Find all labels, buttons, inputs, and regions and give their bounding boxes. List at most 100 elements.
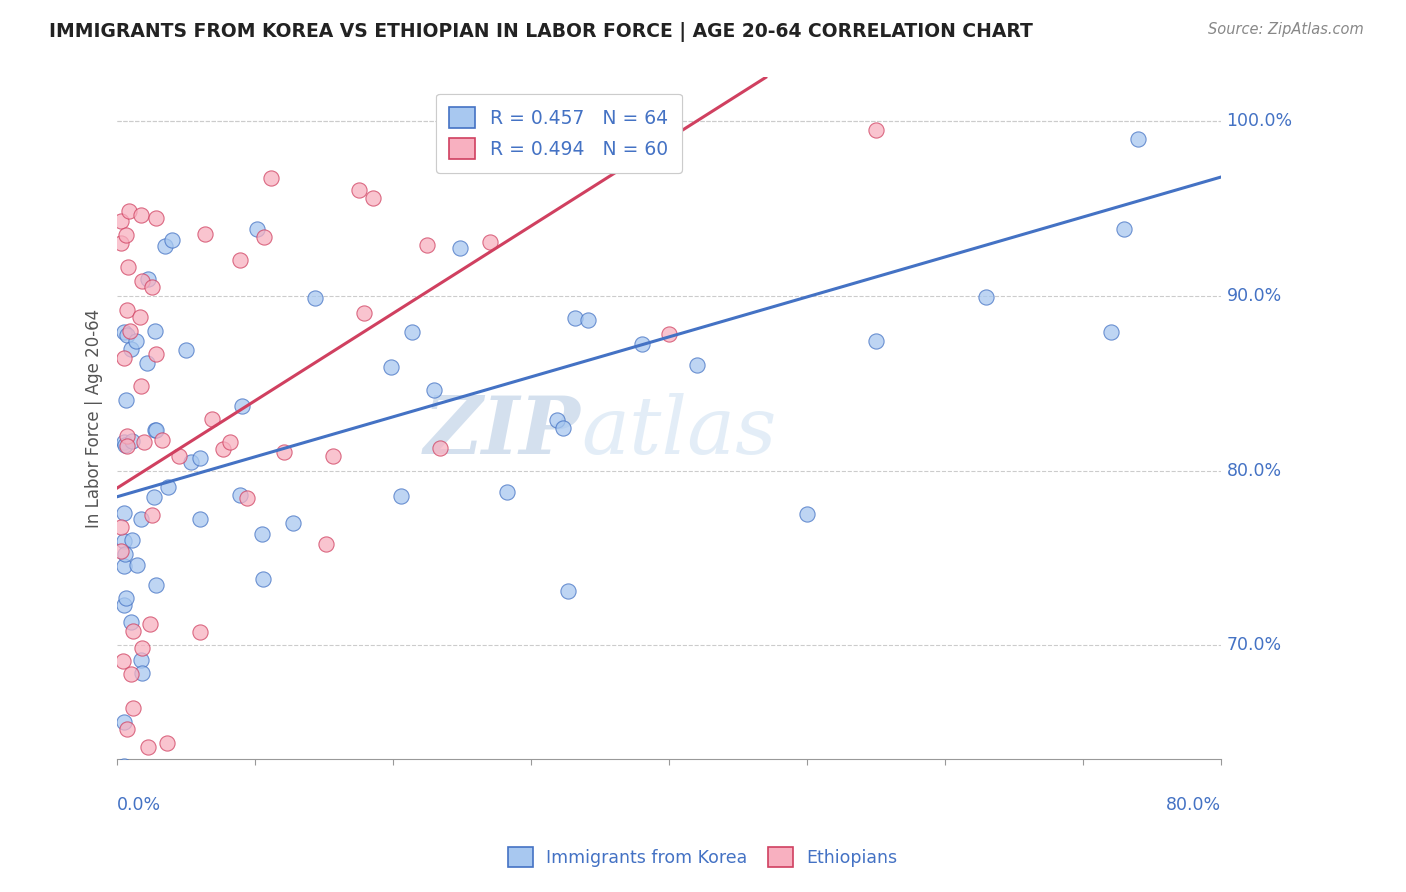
Point [391, 489, 413, 503]
Point [145, 578, 167, 592]
Point [131, 666, 153, 681]
Point [129, 379, 152, 393]
Point [114, 591, 136, 606]
Point [557, 584, 579, 599]
Point [111, 654, 134, 668]
Point [1099, 325, 1122, 339]
Point [110, 771, 132, 785]
Point [121, 615, 143, 629]
Point [174, 343, 197, 358]
Point [201, 412, 224, 426]
Point [129, 208, 152, 222]
Point [112, 558, 135, 573]
Point [546, 413, 568, 427]
Point [157, 480, 180, 494]
Point [114, 547, 136, 561]
Point [120, 666, 142, 681]
Point [121, 533, 143, 547]
Point [131, 641, 153, 656]
Point [141, 508, 163, 522]
Point [160, 233, 183, 247]
Point [110, 544, 132, 558]
Legend: R = 0.457   N = 64, R = 0.494   N = 60: R = 0.457 N = 64, R = 0.494 N = 60 [436, 94, 682, 172]
Point [520, 41, 543, 55]
Point [118, 204, 141, 219]
Point [112, 715, 135, 730]
Point [686, 358, 709, 372]
Point [145, 423, 167, 437]
Point [422, 383, 444, 397]
Point [129, 653, 152, 667]
Point [225, 761, 247, 775]
Text: Source: ZipAtlas.com: Source: ZipAtlas.com [1208, 22, 1364, 37]
Point [121, 434, 143, 449]
Point [112, 759, 135, 773]
Point [1128, 131, 1150, 145]
Point [129, 511, 152, 525]
Point [136, 356, 159, 370]
Point [273, 444, 295, 458]
Text: ZIP: ZIP [425, 393, 581, 470]
Point [120, 343, 142, 357]
Point [576, 313, 599, 327]
Point [115, 722, 138, 736]
Point [315, 537, 337, 551]
Point [169, 449, 191, 463]
Point [122, 701, 145, 715]
Point [132, 434, 155, 449]
Point [143, 423, 166, 437]
Point [231, 399, 253, 413]
Point [180, 455, 202, 469]
Point [190, 511, 212, 525]
Point [170, 874, 193, 888]
Point [246, 222, 269, 236]
Point [401, 325, 423, 339]
Point [796, 508, 818, 522]
Point [260, 170, 283, 185]
Point [110, 236, 132, 251]
Point [125, 558, 148, 572]
Text: 80.0%: 80.0% [1226, 461, 1282, 480]
Point [145, 211, 167, 225]
Point [865, 123, 887, 137]
Point [117, 260, 139, 275]
Point [136, 739, 159, 754]
Point [114, 437, 136, 451]
Point [145, 347, 167, 361]
Point [551, 421, 574, 435]
Point [976, 290, 998, 304]
Point [415, 238, 437, 252]
Text: 90.0%: 90.0% [1226, 287, 1282, 305]
Point [143, 490, 166, 504]
Point [112, 506, 135, 520]
Point [115, 392, 138, 407]
Point [564, 311, 586, 326]
Point [150, 434, 173, 448]
Point [115, 439, 138, 453]
Point [1114, 222, 1136, 236]
Text: 100.0%: 100.0% [1226, 112, 1292, 130]
Point [190, 451, 212, 466]
Text: IMMIGRANTS FROM KOREA VS ETHIOPIAN IN LABOR FORCE | AGE 20-64 CORRELATION CHART: IMMIGRANTS FROM KOREA VS ETHIOPIAN IN LA… [49, 22, 1033, 42]
Point [153, 239, 176, 253]
Point [125, 334, 148, 348]
Point [630, 337, 652, 351]
Text: 80.0%: 80.0% [1166, 797, 1220, 814]
Point [219, 434, 242, 449]
Point [115, 227, 138, 242]
Point [496, 484, 519, 499]
Point [865, 334, 887, 349]
Point [194, 227, 217, 241]
Point [141, 280, 163, 294]
Point [361, 191, 384, 205]
Point [349, 183, 371, 197]
Point [112, 351, 135, 365]
Point [188, 624, 211, 639]
Point [304, 292, 326, 306]
Point [121, 624, 143, 638]
Point [115, 429, 138, 443]
Point [236, 491, 259, 505]
Point [112, 534, 135, 549]
Text: 0.0%: 0.0% [117, 797, 162, 814]
Point [143, 325, 166, 339]
